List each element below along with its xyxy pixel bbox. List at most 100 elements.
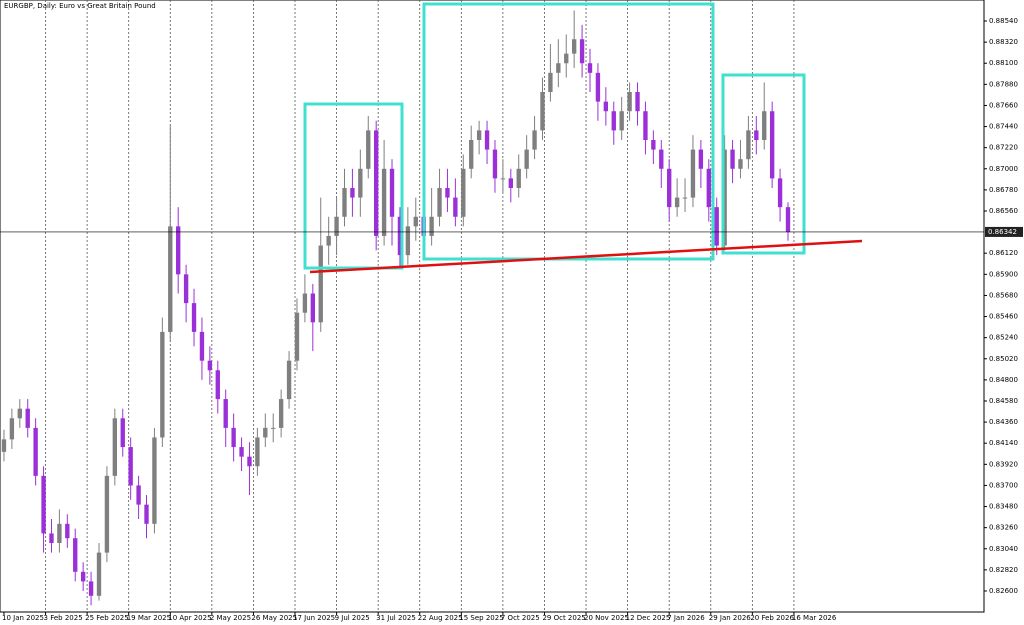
candle-body <box>247 456 252 467</box>
candle-body <box>294 312 300 361</box>
candle-body <box>373 130 379 236</box>
x-tick-label: 22 Aug 2025 <box>418 614 463 622</box>
y-tick-label: 0.88320 <box>989 38 1018 46</box>
candle-body <box>476 130 482 140</box>
x-tick-label: 9 Jul 2025 <box>335 614 370 622</box>
candle-body <box>17 408 22 419</box>
x-tick-label: 20 Nov 2025 <box>584 614 629 622</box>
trend-line <box>309 239 863 274</box>
candle-body <box>389 168 395 217</box>
y-tick-label: 0.83040 <box>989 545 1018 553</box>
candle-body <box>492 149 498 179</box>
candle-body <box>643 111 648 140</box>
candle-body <box>112 418 118 476</box>
candle-body <box>564 53 569 64</box>
range-box <box>303 102 404 270</box>
x-tick-label: 15 Sep 2025 <box>459 614 503 622</box>
candle-body <box>762 111 767 140</box>
candle-body <box>271 427 276 429</box>
x-tick-label: 10 Jan 2025 <box>2 614 44 622</box>
candle-body <box>595 72 601 102</box>
candle-body <box>397 216 403 256</box>
x-tick-label: 20 Feb 2026 <box>750 614 794 622</box>
candle-body <box>769 111 775 179</box>
candle-body <box>144 504 149 524</box>
candle-body <box>453 197 458 217</box>
candle-body <box>223 399 228 428</box>
y-tick-label: 0.84360 <box>989 418 1018 426</box>
y-tick-label: 0.85900 <box>989 270 1018 278</box>
candle-body <box>500 178 506 180</box>
candle-body <box>278 399 284 428</box>
candle-body <box>524 149 529 169</box>
y-tick-label: 0.87220 <box>989 144 1018 152</box>
y-tick-label: 0.85240 <box>989 334 1018 342</box>
candle-body <box>405 226 411 256</box>
candle-body <box>469 139 474 169</box>
candle-body <box>326 235 331 246</box>
y-tick-label: 0.88100 <box>989 59 1018 67</box>
candle-body <box>239 447 244 457</box>
candle-body <box>199 331 205 361</box>
candle-body <box>9 418 15 440</box>
candle-body <box>484 130 490 150</box>
x-tick-label: 7 Jan 2026 <box>667 614 705 622</box>
chart-title: EURGBP, Daily: Euro vs Great Britain Pou… <box>4 2 156 10</box>
candle-body <box>302 293 308 313</box>
candle-body <box>160 331 165 438</box>
candle-body <box>777 178 783 208</box>
candle-body <box>152 437 157 524</box>
candle-body <box>263 427 268 438</box>
candle-body <box>183 274 189 304</box>
candle-body <box>682 197 688 199</box>
candle-body <box>413 216 418 227</box>
range-box <box>721 73 806 255</box>
candle-body <box>635 92 640 112</box>
y-tick-label: 0.87000 <box>989 165 1018 173</box>
x-tick-label: 7 Oct 2025 <box>501 614 540 622</box>
candle-body <box>191 303 197 332</box>
candle-body <box>532 130 537 150</box>
candle-body <box>128 447 133 486</box>
candle-body <box>785 207 791 233</box>
x-tick-label: 16 Mar 2026 <box>792 614 837 622</box>
candle-body <box>25 408 30 428</box>
x-tick-label: 31 Jul 2025 <box>376 614 416 622</box>
y-tick-label: 0.87440 <box>989 123 1018 131</box>
candle-body <box>508 178 513 188</box>
candle-body <box>698 149 704 169</box>
candle-body <box>350 187 355 198</box>
y-tick-label: 0.82600 <box>989 587 1018 595</box>
candle-body <box>516 168 521 188</box>
candle-body <box>96 552 102 596</box>
y-tick-label: 0.86120 <box>989 249 1018 257</box>
candle-body <box>651 139 656 150</box>
candle-body <box>33 427 38 476</box>
candle-body <box>366 130 371 169</box>
x-tick-label: 29 Oct 2025 <box>542 614 585 622</box>
candle-body <box>49 533 54 544</box>
y-tick-label: 0.85460 <box>989 313 1018 321</box>
candle-body <box>619 111 624 131</box>
candle-body <box>579 39 585 64</box>
y-tick-label: 0.83920 <box>989 460 1018 468</box>
candle-body <box>255 437 260 467</box>
candle-body <box>746 130 751 160</box>
candle-body <box>334 216 339 236</box>
x-tick-label: 12 Dec 2025 <box>626 614 671 622</box>
candle-body <box>722 149 727 246</box>
candle-body <box>1 439 7 452</box>
candle-body <box>667 168 672 208</box>
candle-body <box>80 571 86 582</box>
candle-body <box>120 418 125 448</box>
candle-body <box>429 216 434 236</box>
candle-body <box>215 370 220 400</box>
range-box <box>422 2 715 261</box>
x-tick-label: 2 May 2025 <box>210 614 251 622</box>
y-tick-label: 0.83700 <box>989 481 1018 489</box>
candle-body <box>461 168 466 217</box>
candle-body <box>342 187 347 217</box>
candle-body <box>603 101 609 112</box>
plot-frame <box>0 0 985 613</box>
candle-body <box>73 538 78 572</box>
